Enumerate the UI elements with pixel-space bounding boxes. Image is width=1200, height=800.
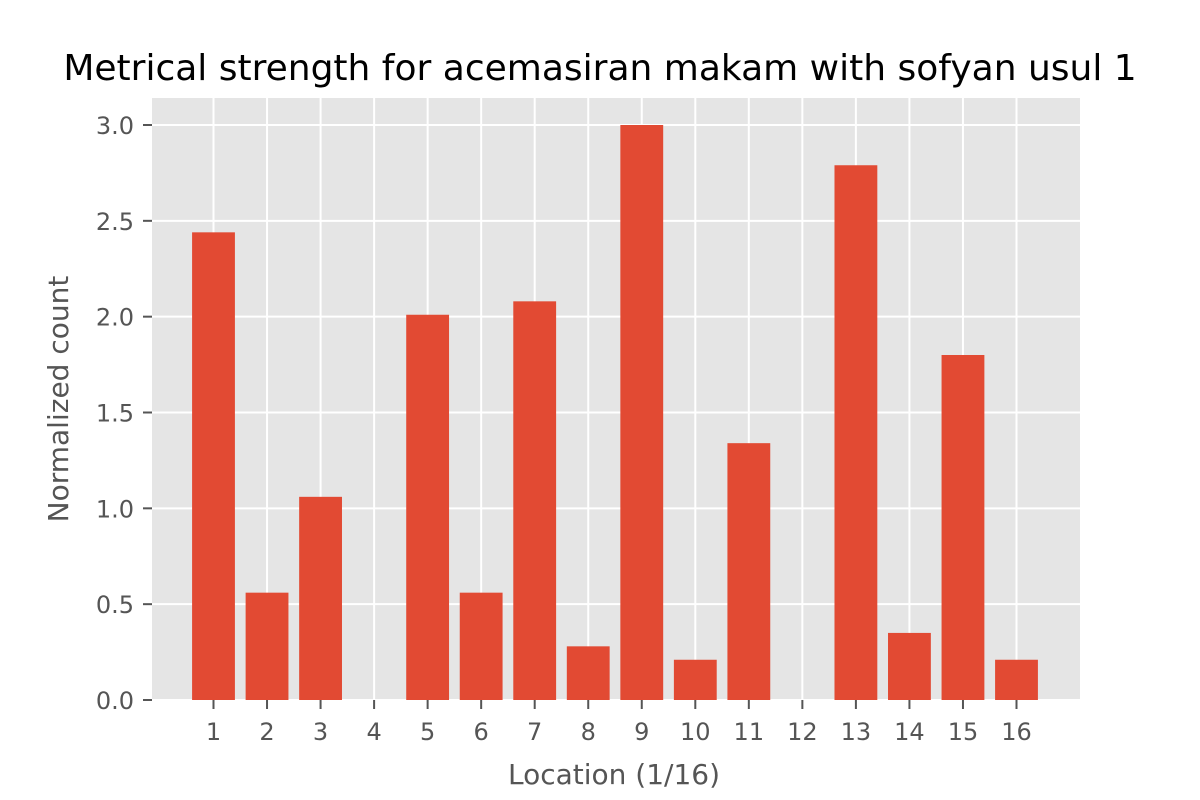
bar-10 xyxy=(673,659,717,700)
y-tick-label: 3.0 xyxy=(96,112,134,140)
x-tick-label: 9 xyxy=(634,718,649,746)
x-tick-label: 1 xyxy=(206,718,221,746)
y-tick-label: 0.5 xyxy=(96,591,134,619)
x-tick-label: 2 xyxy=(259,718,274,746)
x-tick-label: 12 xyxy=(787,718,818,746)
x-tick-label: 5 xyxy=(420,718,435,746)
x-tick-label: 10 xyxy=(680,718,711,746)
bars xyxy=(192,125,1038,701)
x-tick-label: 3 xyxy=(313,718,328,746)
x-axis-ticks: 1 2 3 4 5 6 7 8 9 10 11 12 13 14 15 16 xyxy=(206,700,1032,746)
x-tick-label: 4 xyxy=(366,718,381,746)
bar-16 xyxy=(995,659,1038,700)
x-axis-label: Location (1/16) xyxy=(508,758,720,791)
x-tick-label: 16 xyxy=(1001,718,1032,746)
bar-11 xyxy=(727,443,771,700)
y-tick-label: 2.5 xyxy=(96,208,134,236)
x-tick-label: 13 xyxy=(841,718,872,746)
bar-7 xyxy=(513,301,557,700)
bar-8 xyxy=(566,646,610,700)
x-tick-label: 15 xyxy=(948,718,979,746)
bar-15 xyxy=(941,355,985,700)
x-tick-label: 6 xyxy=(474,718,489,746)
y-tick-label: 2.0 xyxy=(96,304,134,332)
x-tick-label: 11 xyxy=(734,718,765,746)
y-tick-label: 1.5 xyxy=(96,400,134,428)
bar-2 xyxy=(245,592,289,700)
y-tick-label: 0.0 xyxy=(96,687,134,715)
y-axis-label: Normalized count xyxy=(42,276,75,523)
plot-area xyxy=(152,98,1080,700)
bar-6 xyxy=(459,592,503,700)
y-tick-label: 1.0 xyxy=(96,495,134,523)
bar-14 xyxy=(888,632,931,700)
bar-5 xyxy=(406,314,450,700)
x-tick-label: 14 xyxy=(894,718,925,746)
bar-3 xyxy=(299,496,342,700)
chart-title: Metrical strength for acemasiran makam w… xyxy=(63,48,1136,89)
bar-1 xyxy=(192,232,235,701)
x-tick-label: 7 xyxy=(527,718,542,746)
x-tick-label: 8 xyxy=(581,718,596,746)
bar-9 xyxy=(620,125,664,700)
bar-13 xyxy=(834,165,878,700)
y-axis-ticks: 0.0 0.5 1.0 1.5 2.0 2.5 3.0 xyxy=(96,112,152,715)
